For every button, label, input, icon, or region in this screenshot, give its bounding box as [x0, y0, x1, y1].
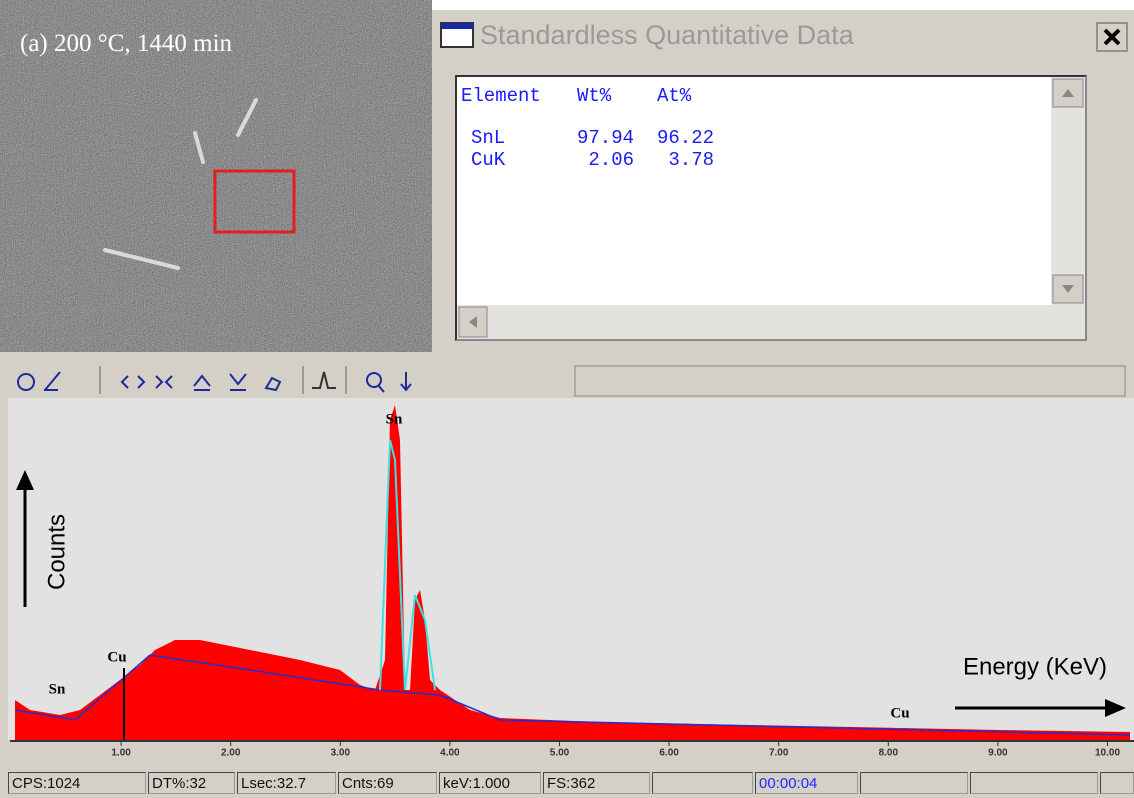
x-tick-label: 3.00: [331, 748, 351, 759]
status-cell: 00:00:04: [755, 772, 858, 794]
y-axis-label: Counts: [43, 514, 70, 590]
status-cell: keV:1.000: [439, 772, 541, 794]
spectrum-panel: 1.00 2.00 3.00 4.00 5.00 6.00 7.00 8.00 9.00 10.0…: [0, 352, 1134, 770]
x-tick-label: 4.00: [440, 748, 460, 759]
x-tick-label: 9.00: [988, 748, 1008, 759]
quant-window: Standardless Quantitative Data Element Wt…: [432, 10, 1134, 352]
close-button[interactable]: [1096, 22, 1128, 52]
table-header: At%: [657, 85, 691, 107]
status-cell: FS:362: [543, 772, 650, 794]
peak-label: Sn: [49, 681, 66, 697]
window-icon: [440, 22, 474, 48]
table-header: Element: [461, 85, 541, 107]
status-cell: Lsec:32.7: [237, 772, 336, 794]
table-cell: 2.06: [588, 149, 634, 171]
x-tick-label: 5.00: [550, 748, 570, 759]
x-tick-label: 6.00: [659, 748, 679, 759]
table-cell: 96.22: [657, 127, 714, 149]
x-tick-label: 10.00: [1095, 748, 1120, 759]
quant-table: Element Wt% At% SnL 97.94 96.22 CuK 2.06 3.78: [455, 75, 1087, 341]
status-cell: Cnts:69: [338, 772, 437, 794]
status-cell: DT%:32: [148, 772, 235, 794]
scrollbar[interactable]: [1051, 77, 1085, 339]
status-cell-empty: [970, 772, 1098, 794]
table-header: Wt%: [577, 85, 611, 107]
page: {"image": {"caption": "(a) 200 °C, 1440 …: [0, 0, 1134, 798]
peak-label: Cu: [890, 705, 909, 721]
peak-label: Sn: [386, 411, 403, 427]
table-cell: 97.94: [577, 127, 634, 149]
table-cell: CuK: [471, 149, 505, 171]
h-scrollbar[interactable]: [457, 305, 1051, 339]
image-caption: (a) 200 °C, 1440 min: [20, 30, 232, 58]
peak-label: Cu: [107, 649, 126, 665]
table-cell: 3.78: [668, 149, 714, 171]
window-title: Standardless Quantitative Data: [480, 20, 854, 51]
status-cell-empty: [652, 772, 753, 794]
status-cell: CPS:1024: [8, 772, 146, 794]
status-cell-empty: [860, 772, 968, 794]
x-tick-label: 1.00: [111, 748, 131, 759]
toolbar-field: [575, 366, 1125, 396]
table-cell: SnL: [471, 127, 505, 149]
x-tick-label: 7.00: [769, 748, 789, 759]
x-tick-label: 8.00: [879, 748, 899, 759]
x-tick-label: 2.00: [221, 748, 241, 759]
status-cell-empty: [1100, 772, 1134, 794]
x-axis-label: Energy (KeV): [963, 653, 1107, 680]
